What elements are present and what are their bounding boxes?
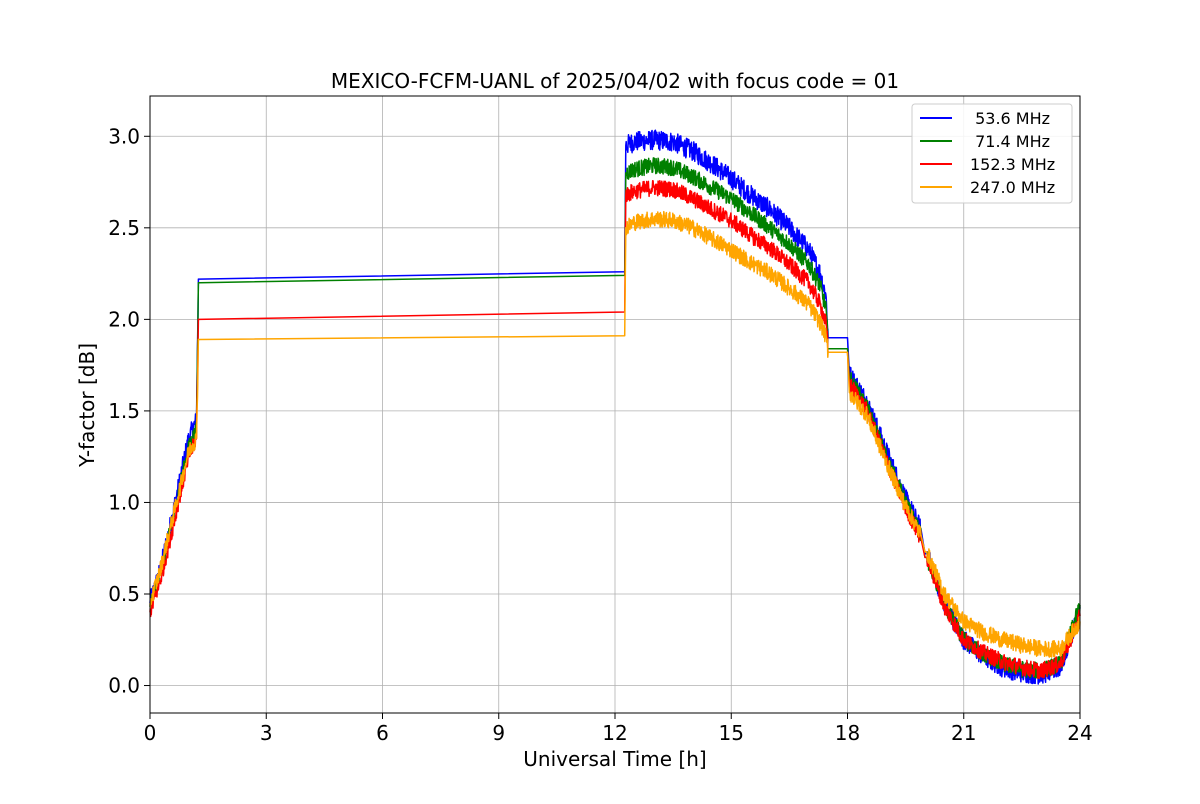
y-tick-label: 3.0 — [108, 124, 140, 148]
series-layer — [149, 129, 1081, 685]
series-line — [149, 210, 1081, 658]
y-axis-label: Y-factor [dB] — [75, 343, 99, 468]
legend: 53.6 MHz 71.4 MHz 152.3 MHz 247.0 MHz — [911, 103, 1073, 204]
y-tick-label: 0.5 — [108, 582, 140, 606]
legend-box — [911, 103, 1073, 204]
y-tick-label: 1.5 — [108, 399, 140, 423]
x-tick-label: 0 — [144, 721, 157, 745]
series-line — [149, 179, 1081, 680]
x-axis-label: Universal Time [h] — [523, 747, 706, 771]
series-line — [149, 157, 1081, 679]
x-tick-label: 15 — [719, 721, 744, 745]
x-tick-label: 12 — [602, 721, 627, 745]
series-line — [149, 129, 1081, 685]
y-tick-label: 2.5 — [108, 216, 140, 240]
legend-label: 53.6 MHz — [970, 109, 1050, 128]
x-tick-label: 24 — [1067, 721, 1092, 745]
y-tick-label: 2.0 — [108, 307, 140, 331]
legend-label: 71.4 MHz — [970, 132, 1050, 151]
legend-label: 152.3 MHz — [970, 155, 1055, 174]
chart-title: MEXICO-FCFM-UANL of 2025/04/02 with focu… — [331, 69, 899, 93]
x-tick-label: 9 — [492, 721, 505, 745]
axis-ticks: 0 3 6 9 12 15 18 21 24 0.0 0.5 1.0 1.5 2.0 2.5 3.0 — [108, 124, 1093, 745]
legend-label: 247.0 MHz — [970, 178, 1055, 197]
y-tick-label: 0.0 — [108, 674, 140, 698]
y-tick-label: 1.0 — [108, 490, 140, 514]
x-tick-label: 18 — [835, 721, 860, 745]
x-tick-label: 21 — [951, 721, 976, 745]
x-tick-label: 3 — [260, 721, 273, 745]
x-tick-label: 6 — [376, 721, 389, 745]
